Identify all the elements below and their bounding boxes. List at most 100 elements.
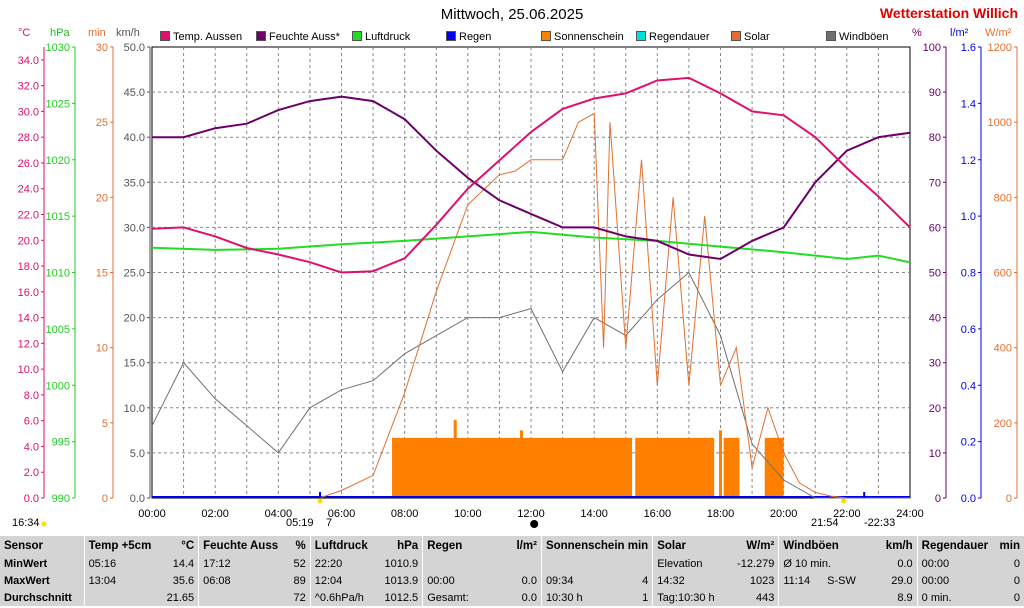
cell-value: 89 [293,574,306,587]
y-tick-label-pressure: 1020 [46,155,70,167]
x-tick-label: 24:00 [896,508,924,520]
cell-time: 10:30 h [540,589,626,606]
x-tick-label: 10:00 [454,508,482,520]
y-tick-label-minutes: 15 [96,268,108,280]
cell-value [490,555,541,572]
legend-swatch [256,31,266,41]
y-tick-label-minutes: 25 [96,117,108,129]
x-tick-label: 16:00 [644,508,672,520]
legend-item: Feuchte Auss* [256,31,340,43]
y-tick-label-temp: 4.0 [24,441,39,453]
row-label: Durchschnitt [4,591,72,604]
y-tick-label-pressure: 1000 [46,380,70,392]
hdr-solar: Solar [652,536,731,555]
y-tick-label-kmh: 10.0 [124,403,145,415]
row-label: MinWert [4,557,48,570]
cell-value: 1 [642,591,649,604]
cell-value [625,555,652,572]
cell-time: 05:16 [83,555,161,572]
y-tick-label-temp: 18.0 [18,261,39,273]
cell-value: 72 [293,591,306,604]
y-tick-label-kmh: 35.0 [124,177,145,189]
y-tick-label-kmh: 40.0 [124,132,145,144]
legend-label: Temp. Aussen [173,31,243,43]
series-line [319,112,847,499]
y-tick-label-rain: 1.4 [961,98,976,110]
y-tick-label-humidity: 10 [929,448,941,460]
legend-label: Windböen [839,31,889,43]
cell-value: 443 [756,591,775,604]
wind-time: 11:14 [783,574,811,587]
y-tick-label-kmh: 15.0 [124,358,145,370]
y-tick-label-temp: 32.0 [18,81,39,93]
x-tick-label: 12:00 [517,508,545,520]
cell-value: 8.9 [897,591,913,604]
hdr-rain: Regen [422,536,491,555]
sunshine-bar [392,437,633,498]
x-tick-label: 22:00 [833,508,861,520]
sunshine-bar [453,419,457,498]
y-tick-label-minutes: 20 [96,192,108,204]
series-line [151,230,911,264]
x-tick-label: 06:00 [328,508,356,520]
hdr-solar-unit: W/m² [746,539,775,552]
y-tick-label-rain: 1.0 [961,211,976,223]
cell-value: 21.65 [166,591,195,604]
y-tick-label-humidity: 70 [929,177,941,189]
x-tick-label: 20:00 [770,508,798,520]
cell-time: 14:32 [652,572,731,589]
y-tick-label-pressure: 1005 [46,324,70,336]
legend-label: Regen [459,31,492,43]
hdr-temp: Temp +5cm [83,536,161,555]
station-name: Wetterstation Willich [879,5,1018,21]
cell-time: 00:00 [916,555,996,572]
y-tick-label-solar: 600 [994,268,1012,280]
x-tick-label: 04:00 [265,508,293,520]
y-tick-label-temp: 22.0 [18,210,39,222]
series-lines [151,76,911,499]
legend-item: Solar [731,31,770,43]
y-tick-label-pressure: 995 [52,437,70,449]
hdr-humidity: Feuchte Auss [198,536,283,555]
x-tick-label: 14:00 [580,508,608,520]
statistics-table: Sensor Temp +5cm °C Feuchte Auss % Luftd… [0,536,1024,606]
hdr-temp-unit: °C [181,539,195,552]
hdr-rain-duration-unit: min [999,539,1020,552]
legend-item: Regendauer [636,31,710,43]
sunshine-bar [764,437,784,498]
legend-swatch [352,31,362,41]
legend-swatch [160,31,170,41]
y-tick-label-rain: 0.6 [961,324,976,336]
y-tick-label-rain: 1.6 [961,42,976,54]
y-tick-label-rain: 0.0 [961,493,976,505]
x-tick-label: 08:00 [391,508,419,520]
y-tick-label-temp: 12.0 [18,338,39,350]
y-tick-label-humidity: 80 [929,132,941,144]
cell-time [540,555,626,572]
wind-direction: S-SW [827,574,856,587]
cell-time: 22:20 [309,555,381,572]
x-tick-label: 18:00 [707,508,735,520]
y-tick-label-solar: 1200 [988,42,1012,54]
unit-rain: l/m² [950,27,969,39]
cell-time: 17:12 [198,555,283,572]
cell-time: 06:08 [198,572,283,589]
cell-value: 1023 [749,574,775,587]
cell-time: Ø 10 min. [778,555,860,572]
cell-value: 4 [642,574,649,587]
cell-value: -12.279 [737,557,775,570]
cell-time: 00:00 [422,572,491,589]
sunshine-bar [723,437,740,498]
y-tick-label-temp: 20.0 [18,235,39,247]
y-tick-label-temp: 34.0 [18,55,39,67]
cell-time: 13:04 [83,572,161,589]
stats-row-max: MaxWert 13:04 35.6 06:08 89 12:04 1013.9… [0,572,1024,589]
cell-time: ^0.6hPa/h [309,589,381,606]
y-tick-label-humidity: 60 [929,222,941,234]
cell-time [422,555,491,572]
hdr-sensor: Sensor [4,539,43,552]
cell-value: 0.0 [897,557,913,570]
y-tick-label-kmh: 5.0 [130,448,145,460]
y-tick-label-rain: 0.8 [961,268,976,280]
cell-value: 14.4 [172,557,195,570]
